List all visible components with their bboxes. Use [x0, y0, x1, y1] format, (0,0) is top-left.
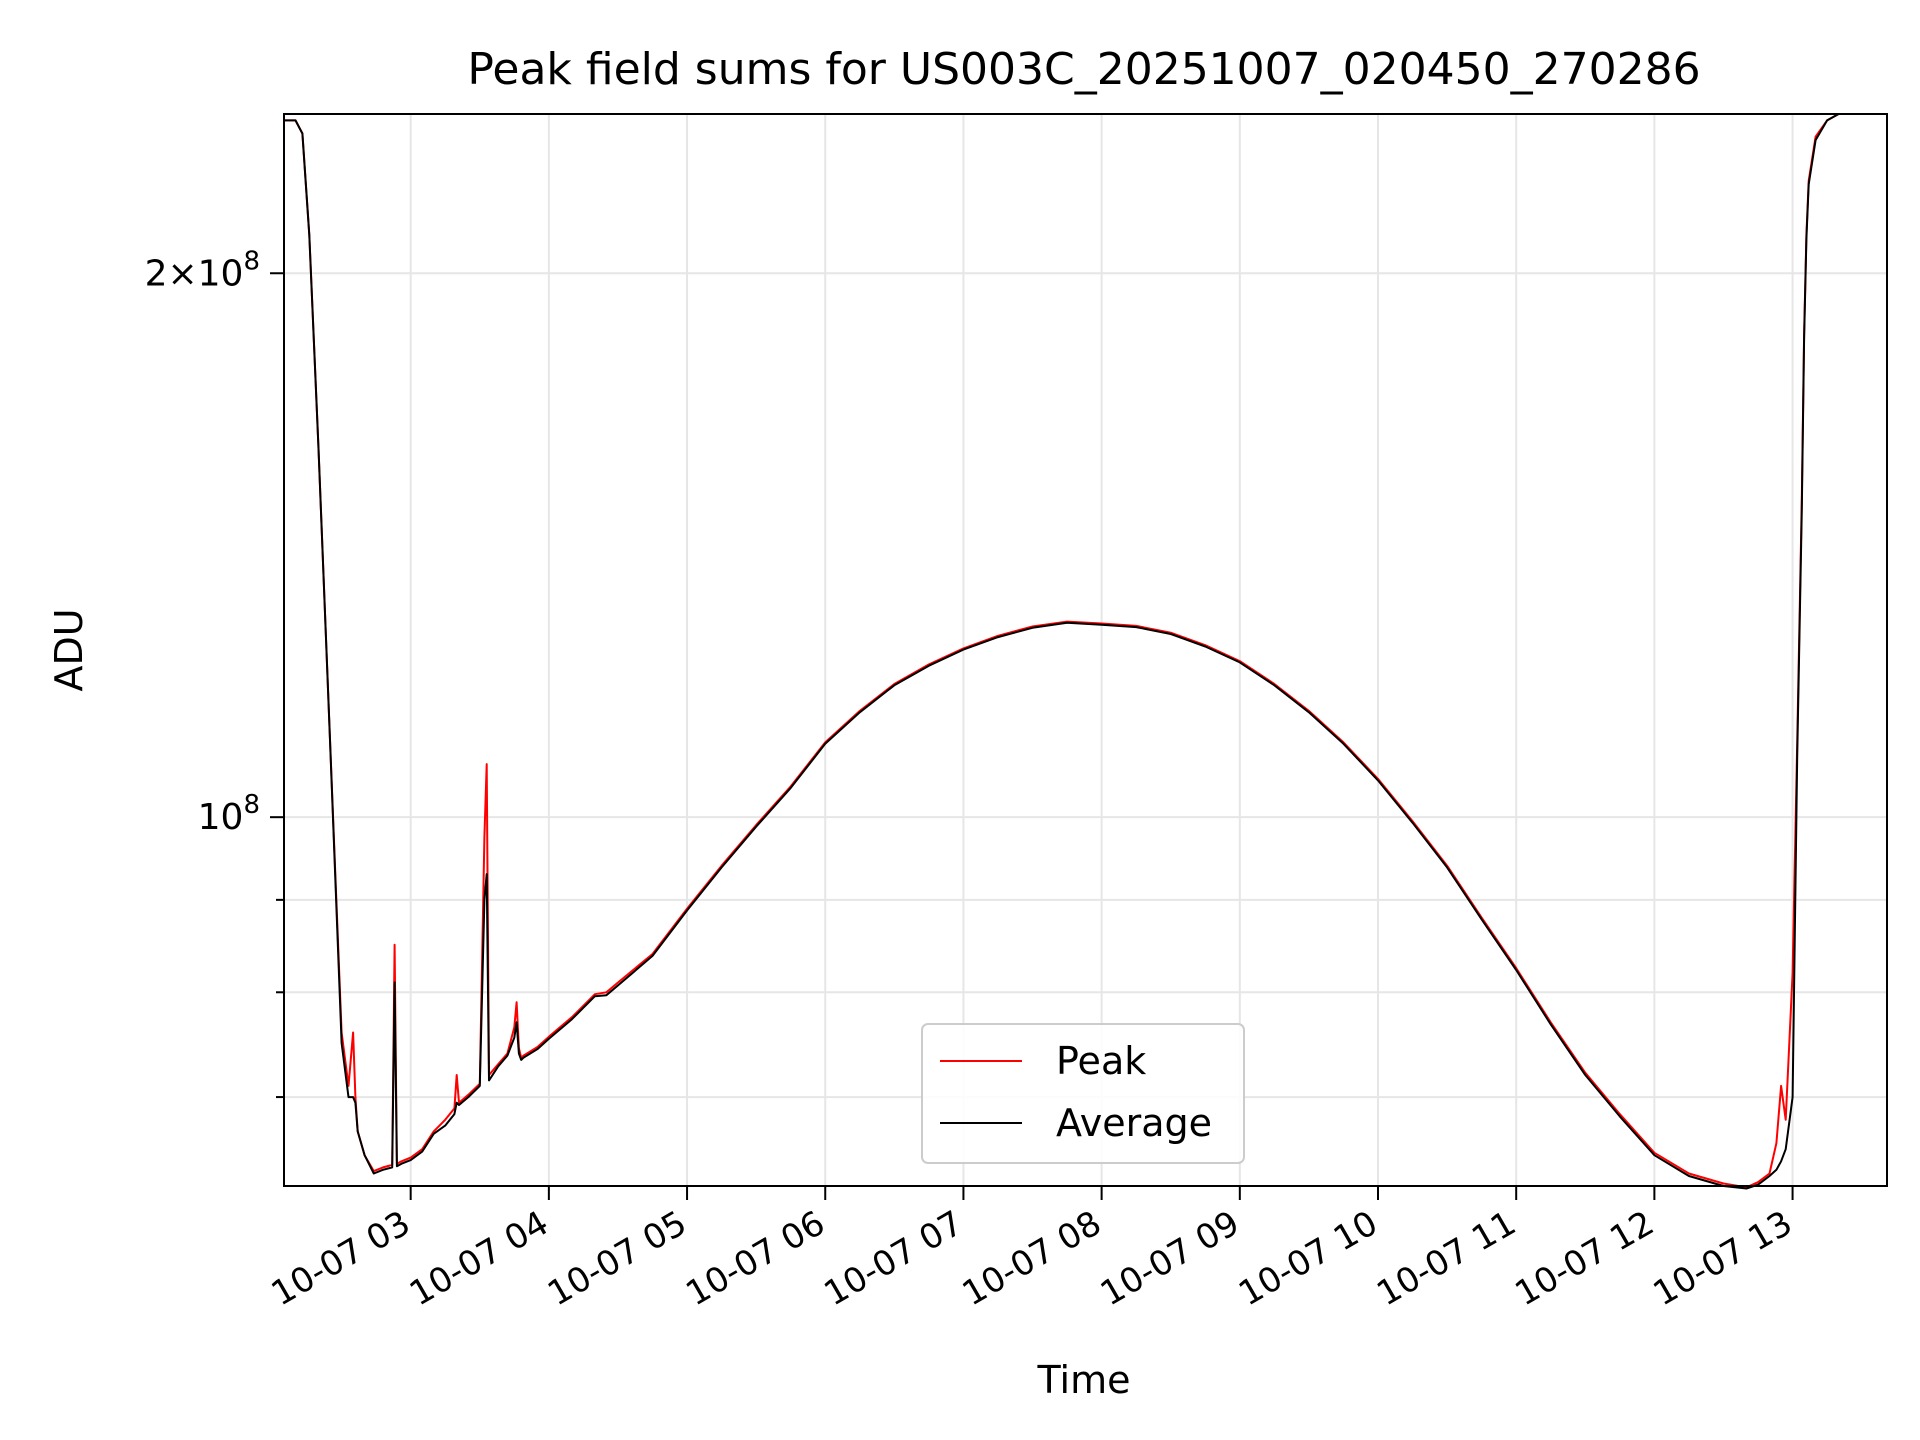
chart-title: Peak field sums for US003C_20251007_0204…: [467, 44, 1700, 95]
legend-label-peak: Peak: [1056, 1039, 1146, 1083]
legend-label-average: Average: [1056, 1101, 1212, 1145]
legend-box: [921, 1023, 1245, 1164]
legend: Peak Average: [921, 1023, 1245, 1164]
plot-frame: [283, 113, 1888, 1187]
y-tick-label: 2×108: [145, 246, 260, 294]
series-layer: [284, 113, 1887, 1190]
y-tick-label: 108: [198, 790, 260, 838]
y-axis-label: ADU: [47, 608, 91, 691]
x-axis-label: Time: [1037, 1358, 1131, 1402]
y-axis: 2×108 108: [145, 246, 284, 1099]
series-line-average: [284, 113, 1887, 1190]
